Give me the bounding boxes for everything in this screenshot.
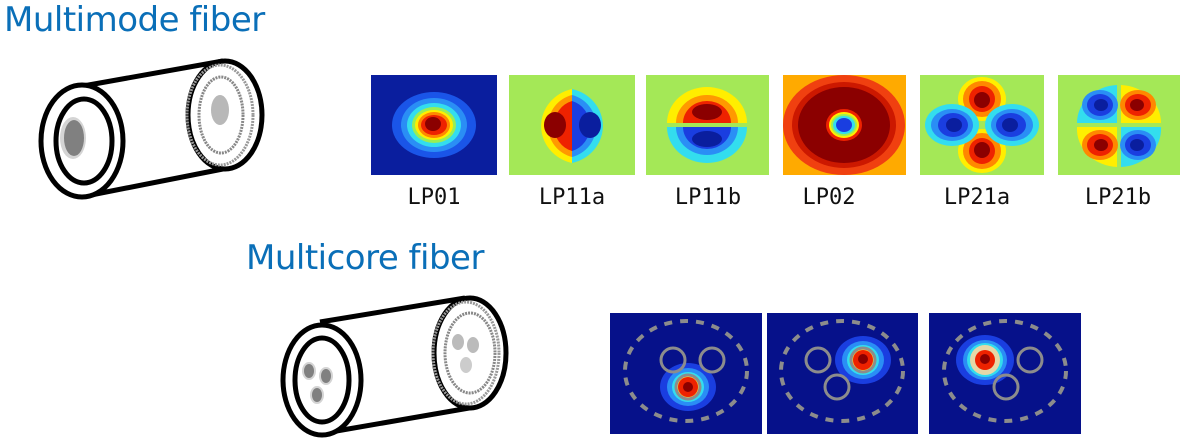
mode-panel-lp11a xyxy=(509,75,635,175)
core-panel-top-right xyxy=(767,313,918,434)
multimode-fiber-title: Multimode fiber xyxy=(4,0,265,40)
mode-label-lp21b: LP21b xyxy=(1084,185,1152,210)
mode-label-lp02: LP02 xyxy=(802,185,856,210)
mode-label-lp01: LP01 xyxy=(407,185,461,210)
core-panel-bottom xyxy=(610,313,762,434)
core-panel-top-left xyxy=(929,313,1081,434)
mode-label-lp11a: LP11a xyxy=(538,185,606,210)
multicore-fiber-title: Multicore fiber xyxy=(246,238,484,278)
mode-label-lp11b: LP11b xyxy=(674,185,742,210)
mode-panel-lp21a xyxy=(920,75,1044,175)
mode-panel-lp21b xyxy=(1058,75,1180,175)
mode-panel-lp01 xyxy=(371,75,497,175)
mode-panel-lp02 xyxy=(783,75,906,175)
mode-panel-lp11b xyxy=(646,75,769,175)
mode-label-lp21a: LP21a xyxy=(943,185,1011,210)
multimode-fiber-illustration xyxy=(38,58,268,207)
multicore-fiber-illustration xyxy=(280,295,520,444)
